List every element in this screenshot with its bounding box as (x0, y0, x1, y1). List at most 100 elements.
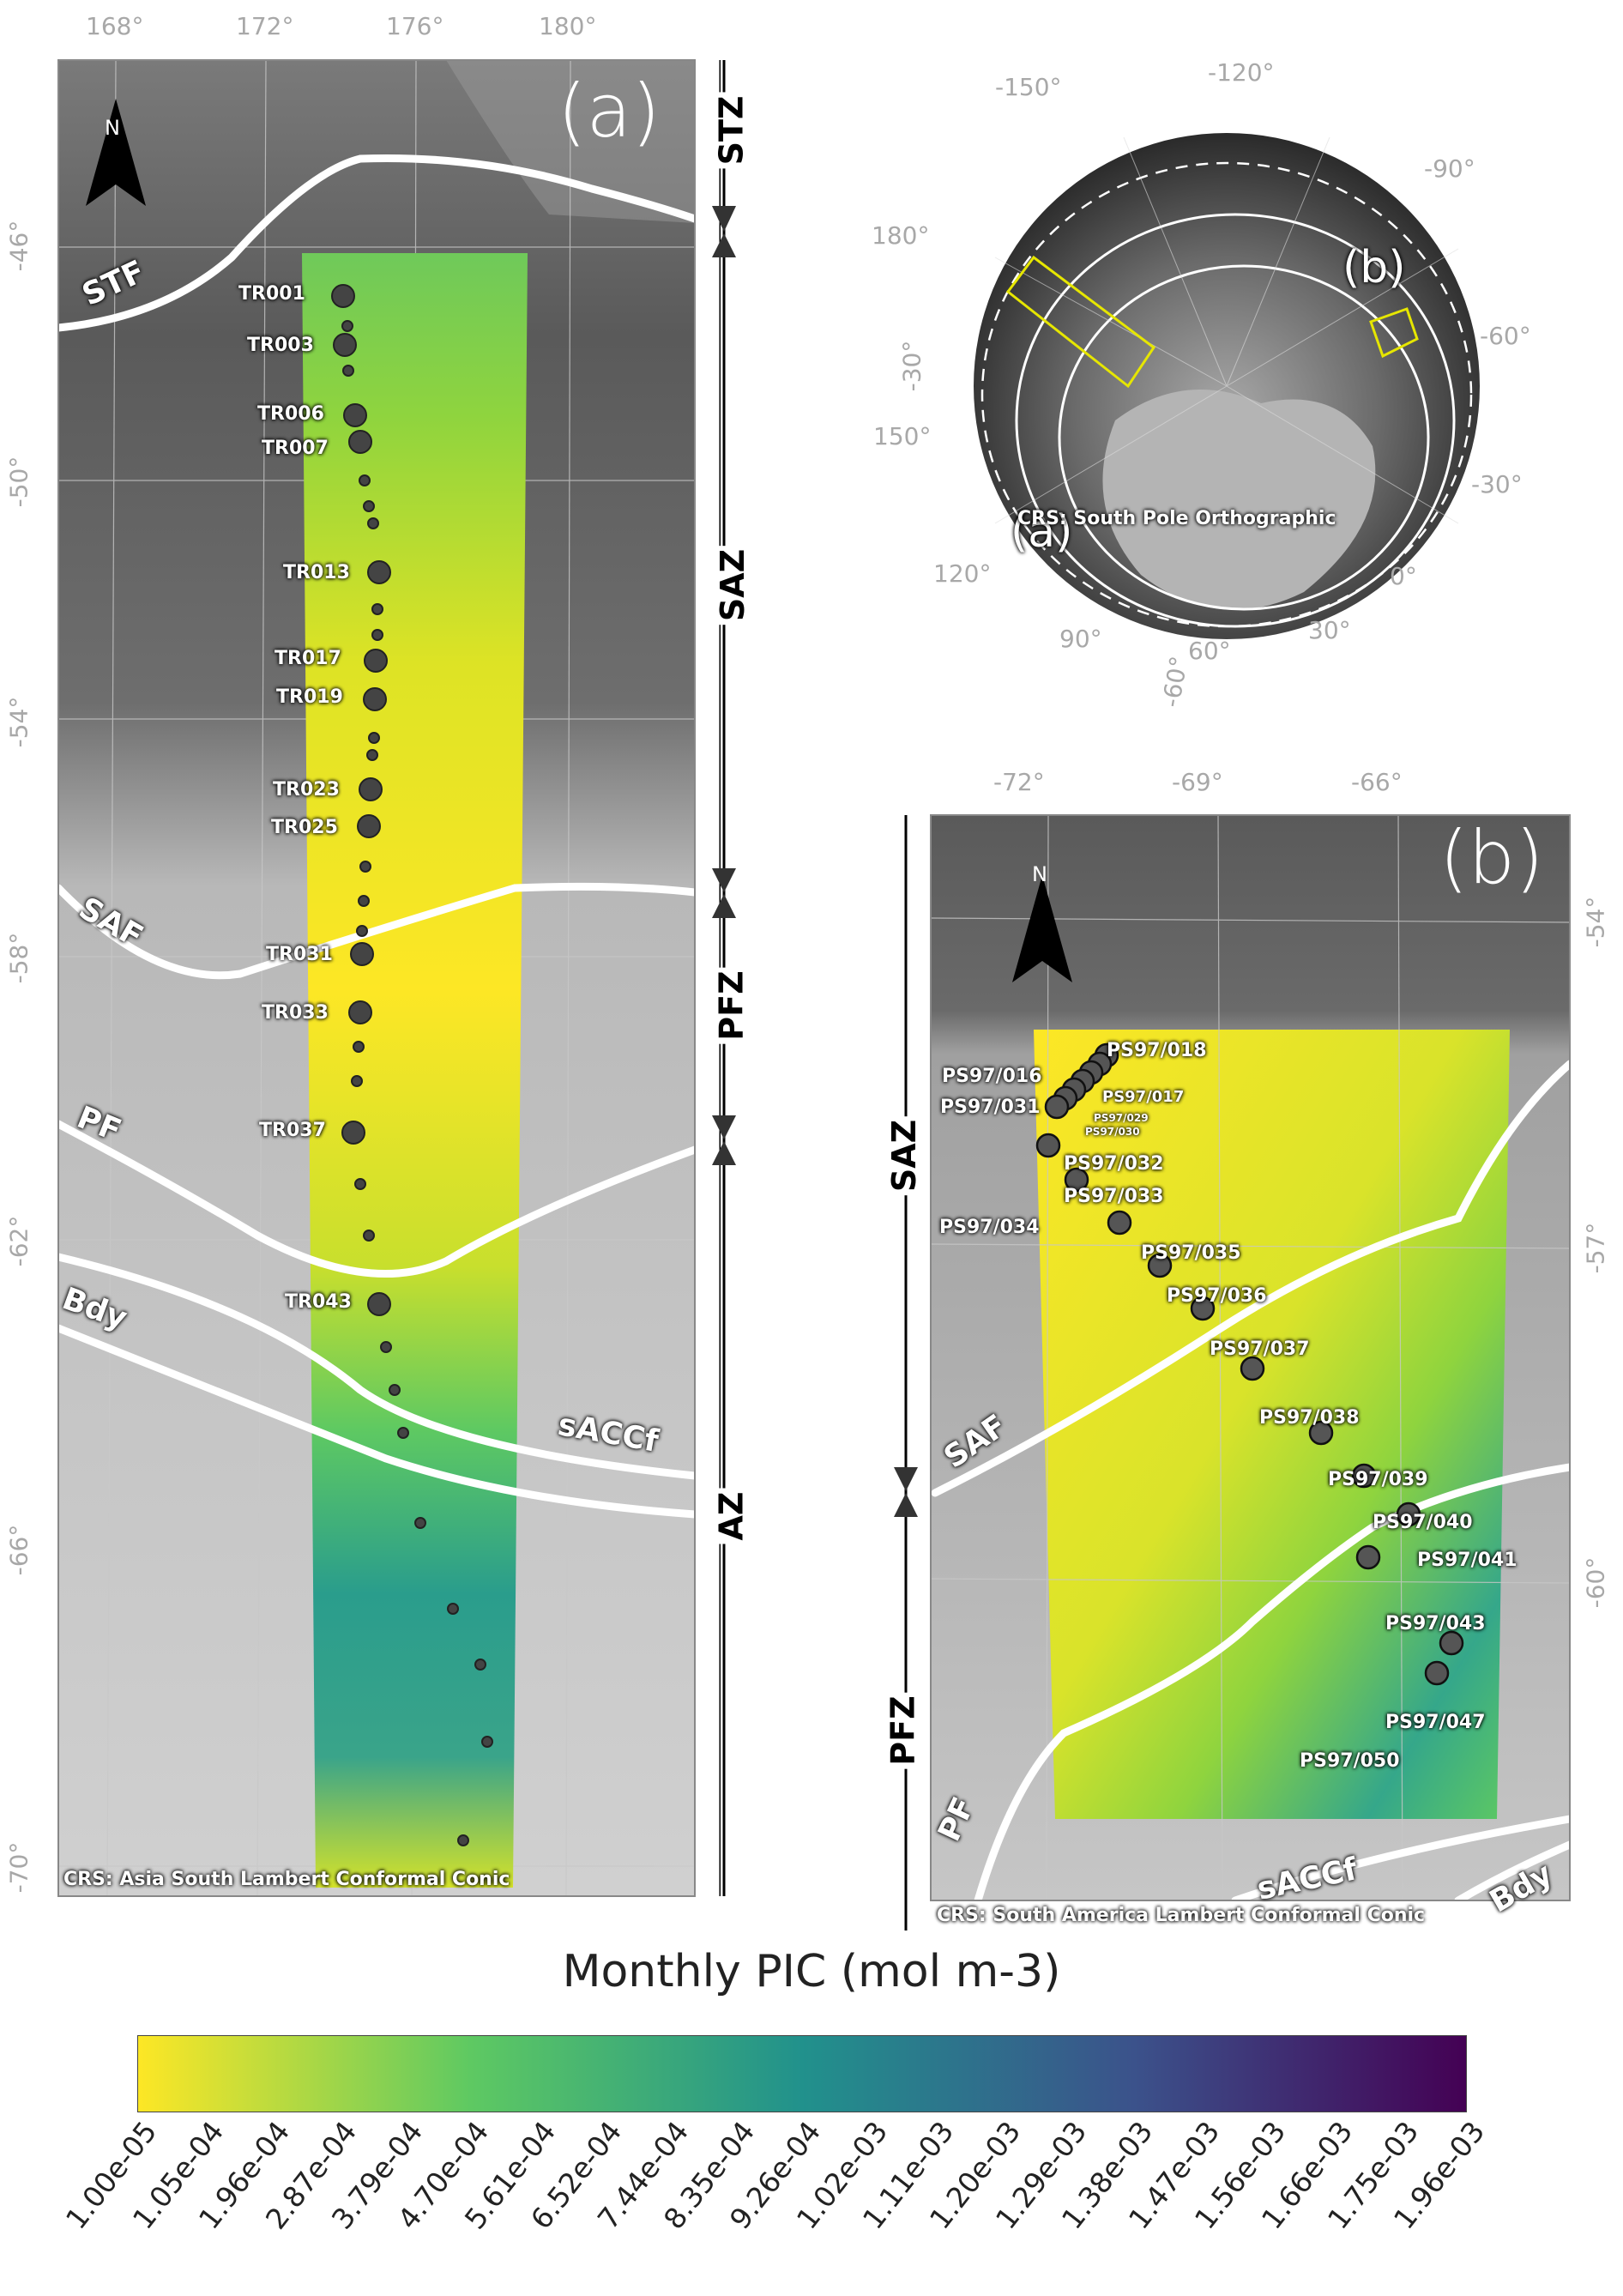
inset-box-b (1369, 307, 1419, 359)
station-label-tr017: TR017 (275, 648, 341, 669)
station-label-ps97-047: PS97/047 (1385, 1712, 1486, 1733)
station-label-tr037: TR037 (259, 1120, 326, 1141)
station-label-tr006: TR006 (257, 403, 324, 425)
station-marker (363, 687, 387, 711)
inset-lon-label-2: 180° (872, 221, 930, 250)
station-label-tr001: TR001 (238, 283, 305, 305)
station-label-tr003: TR003 (247, 335, 314, 356)
inset-lon-label-7: 120° (933, 559, 992, 588)
station-label-tr043: TR043 (285, 1291, 352, 1313)
lon-label-b-0: -72° (993, 768, 1045, 796)
lat-label-b-2: -60° (1581, 1556, 1610, 1609)
station-marker (341, 320, 353, 332)
station-marker (367, 560, 391, 584)
station-marker (380, 1341, 392, 1353)
station-marker (1064, 1167, 1089, 1193)
front-pf-a (54, 1120, 699, 1278)
station-marker (1190, 1296, 1216, 1321)
north-arrow-icon-b (1012, 875, 1072, 982)
colorbar-title: Monthly PIC (mol m-3) (562, 1946, 1061, 1997)
station-marker (359, 861, 371, 873)
station-label-tr025: TR025 (271, 817, 338, 838)
station-marker (359, 777, 383, 801)
station-label-ps97-050: PS97/050 (1300, 1750, 1400, 1772)
inset-lon-label-3: -90° (1424, 154, 1475, 183)
lon-label-a-1: 172° (236, 12, 294, 40)
inset-lon-label-10: 30° (1308, 616, 1351, 644)
station-label-ps97-029: PS97/029 (1094, 1112, 1149, 1124)
inset-lon-label-11: 60° (1188, 637, 1231, 665)
station-marker (371, 629, 383, 641)
station-marker (342, 365, 354, 377)
lat-label-a-6: -70° (4, 1841, 33, 1894)
front-bdy-a (54, 1324, 699, 1519)
station-marker (414, 1517, 426, 1529)
lat-label-a-4: -62° (4, 1215, 33, 1267)
station-marker (357, 814, 381, 838)
station-label-ps97-036: PS97/036 (1167, 1285, 1267, 1307)
colorbar (137, 2035, 1467, 2112)
inset-lon-label-0: -150° (995, 73, 1062, 101)
station-label-ps97-041: PS97/041 (1417, 1550, 1517, 1571)
zone-label-saz: SAZ (714, 545, 752, 625)
lon-label-a-2: 176° (386, 12, 444, 40)
panel-a-map (54, 59, 721, 1897)
station-marker (354, 1178, 366, 1190)
inset-lon-label-1: -120° (1208, 58, 1275, 87)
panel-b-map (930, 814, 1574, 1905)
inset-box-a (1005, 255, 1156, 389)
inset-box-label-a: (a) (1011, 506, 1073, 558)
station-label-ps97-017: PS97/017 (1102, 1088, 1185, 1106)
station-marker (363, 500, 375, 512)
station-marker (353, 1041, 365, 1053)
station-marker (457, 1834, 469, 1846)
inset-lon-label-6: -30° (1471, 470, 1523, 498)
station-marker (367, 1292, 391, 1316)
crs-label-a: CRS: Asia South Lambert Conformal Conic (63, 1869, 510, 1890)
station-label-tr031: TR031 (266, 944, 333, 965)
panel-b-zone-axis (894, 815, 918, 1930)
station-label-tr013: TR013 (283, 562, 350, 583)
station-marker (1396, 1501, 1421, 1527)
crs-label-inset: CRS: South Pole Orthographic (1017, 508, 1336, 529)
lat-label-b-0: -54° (1581, 896, 1610, 948)
front-saf-a (54, 882, 699, 980)
lon-label-a-3: 180° (539, 12, 597, 40)
station-marker (481, 1736, 493, 1748)
front-bdy-b (1454, 1840, 1574, 1905)
station-marker (333, 333, 357, 357)
station-label-ps97-033: PS97/033 (1064, 1186, 1164, 1207)
panel-b-letter: (b) (1439, 815, 1544, 901)
lon-label-b-2: -66° (1351, 768, 1403, 796)
station-label-ps97-035: PS97/035 (1141, 1242, 1241, 1264)
station-marker (397, 1427, 409, 1439)
station-marker (348, 1000, 372, 1024)
inset-box-label-b: (b) (1342, 242, 1406, 293)
station-marker (364, 649, 388, 673)
station-marker (1355, 1544, 1381, 1570)
station-label-ps97-043: PS97/043 (1385, 1613, 1486, 1634)
station-marker (350, 942, 374, 966)
station-marker (363, 1230, 375, 1242)
station-marker (1308, 1420, 1334, 1446)
station-marker (358, 895, 370, 907)
zone-label-pfz: PFZ (712, 967, 751, 1044)
station-marker (351, 1075, 363, 1087)
inset-lon-label-5: 150° (873, 422, 932, 450)
inset-lat-label-0: -30° (897, 340, 926, 392)
lat-label-a-1: -50° (4, 456, 33, 508)
front-sACCf-a (54, 1253, 699, 1480)
station-marker (1351, 1463, 1377, 1489)
station-marker (343, 403, 367, 427)
station-marker (447, 1603, 459, 1615)
lat-label-a-2: -54° (4, 696, 33, 748)
station-marker (389, 1384, 401, 1396)
lat-label-a-5: -66° (4, 1524, 33, 1576)
station-label-ps97-038: PS97/038 (1259, 1407, 1360, 1429)
station-label-tr023: TR023 (273, 779, 340, 801)
inset-lon-label-4: -60° (1480, 322, 1531, 350)
zone-label-saz-b: SAZ (885, 1115, 924, 1196)
station-label-ps97-030: PS97/030 (1085, 1126, 1140, 1138)
north-arrow-icon (86, 99, 146, 206)
inset-globe (974, 133, 1480, 639)
